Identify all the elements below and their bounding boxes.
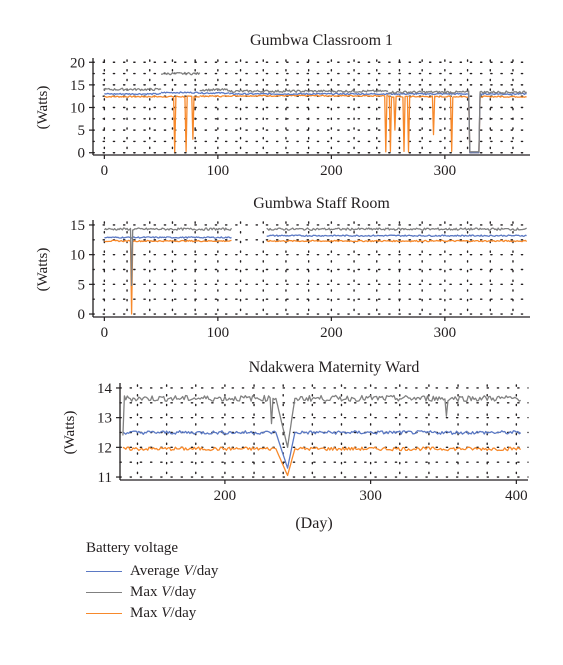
series-line-max-orange	[266, 239, 528, 243]
series-line-max-gray	[388, 90, 528, 153]
series-line-max-gray	[161, 71, 201, 76]
panel-2: Gumbwa Staff Room 0 5 10 15 0 100 200 300 (Watts)	[35, 195, 531, 341]
x-tick-label: 0	[101, 163, 109, 179]
y-tick-label: 10	[70, 101, 85, 117]
legend-label-max-orange: Max V/day	[130, 605, 197, 621]
x-tick-label: 300	[434, 163, 457, 179]
series-line-average	[122, 430, 522, 469]
legend-label-max-gray: Max V/day	[130, 584, 197, 600]
x-tick-label: 300	[359, 488, 382, 504]
series-line-average	[104, 92, 162, 96]
y-axis-label: (Watts)	[35, 86, 51, 130]
series-line-max-orange	[160, 95, 200, 153]
series-line-max-gray	[266, 227, 527, 231]
x-tick-label: 200	[320, 325, 343, 341]
y-tick-label: 0	[78, 146, 86, 162]
series-line-max-gray	[199, 88, 230, 92]
y-axis-label: (Watts)	[35, 248, 51, 292]
series-line-average	[387, 92, 527, 154]
panel-title: Gumbwa Classroom 1	[250, 32, 393, 49]
series-line-max-orange	[387, 95, 527, 154]
y-tick-label: 10	[70, 248, 85, 264]
legend-swatch-max-gray	[86, 592, 122, 593]
y-tick-label: 20	[70, 55, 85, 71]
x-tick-label: 300	[434, 325, 457, 341]
y-tick-label: 5	[78, 123, 86, 139]
series-line-max-orange	[104, 95, 162, 98]
series-line-average	[266, 234, 527, 237]
x-tick-label: 100	[207, 163, 230, 179]
series-line-max-orange	[104, 239, 232, 315]
series-line-average	[199, 91, 230, 95]
legend-label-average: Average V/day	[130, 563, 219, 579]
panel-title: Ndakwera Maternity Ward	[249, 359, 420, 376]
y-tick-label: 5	[78, 277, 86, 293]
y-tick-label: 14	[97, 381, 113, 397]
series-line-max-orange	[199, 94, 230, 98]
panel-title: Gumbwa Staff Room	[253, 195, 390, 212]
legend-item-max-orange: Max V/day	[86, 603, 218, 624]
series-line-max-gray	[228, 89, 389, 93]
y-tick-label: 13	[97, 411, 112, 427]
x-tick-label: 0	[101, 325, 109, 341]
x-tick-label: 200	[214, 488, 237, 504]
x-tick-label: 400	[505, 488, 528, 504]
series-line-max-gray	[122, 394, 522, 448]
x-tick-label: 200	[320, 163, 343, 179]
panel-3: Ndakwera Maternity Ward 11 12 13 14 200 300 400…	[62, 359, 529, 532]
legend-title: Battery voltage	[86, 540, 179, 556]
y-tick-label: 15	[70, 218, 85, 234]
x-tick-label: 100	[207, 325, 230, 341]
legend-swatch-average	[86, 571, 122, 572]
y-tick-label: 12	[97, 440, 112, 456]
legend-item-average: Average V/day	[86, 561, 218, 582]
y-axis-label: (Watts)	[62, 411, 78, 455]
series-line-average	[229, 92, 389, 96]
legend-swatch-max-orange	[86, 613, 122, 614]
series-line-average	[104, 236, 232, 239]
series-line-max-orange	[229, 94, 389, 153]
x-axis-label: (Day)	[295, 515, 332, 532]
y-tick-label: 11	[98, 470, 112, 486]
legend: Battery voltage Average V/day Max V/day …	[86, 540, 218, 624]
series-line-max-gray	[103, 227, 233, 287]
series-line-average	[160, 91, 200, 94]
y-tick-label: 0	[78, 307, 86, 323]
series-line-max-gray	[103, 87, 162, 92]
y-tick-label: 15	[70, 78, 85, 94]
legend-item-max-gray: Max V/day	[86, 582, 218, 603]
series-line-max-orange	[122, 446, 522, 477]
